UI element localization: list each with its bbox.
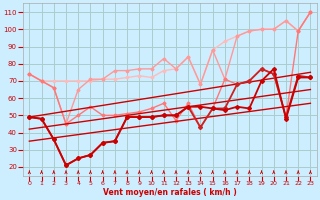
- X-axis label: Vent moyen/en rafales ( km/h ): Vent moyen/en rafales ( km/h ): [103, 188, 237, 197]
